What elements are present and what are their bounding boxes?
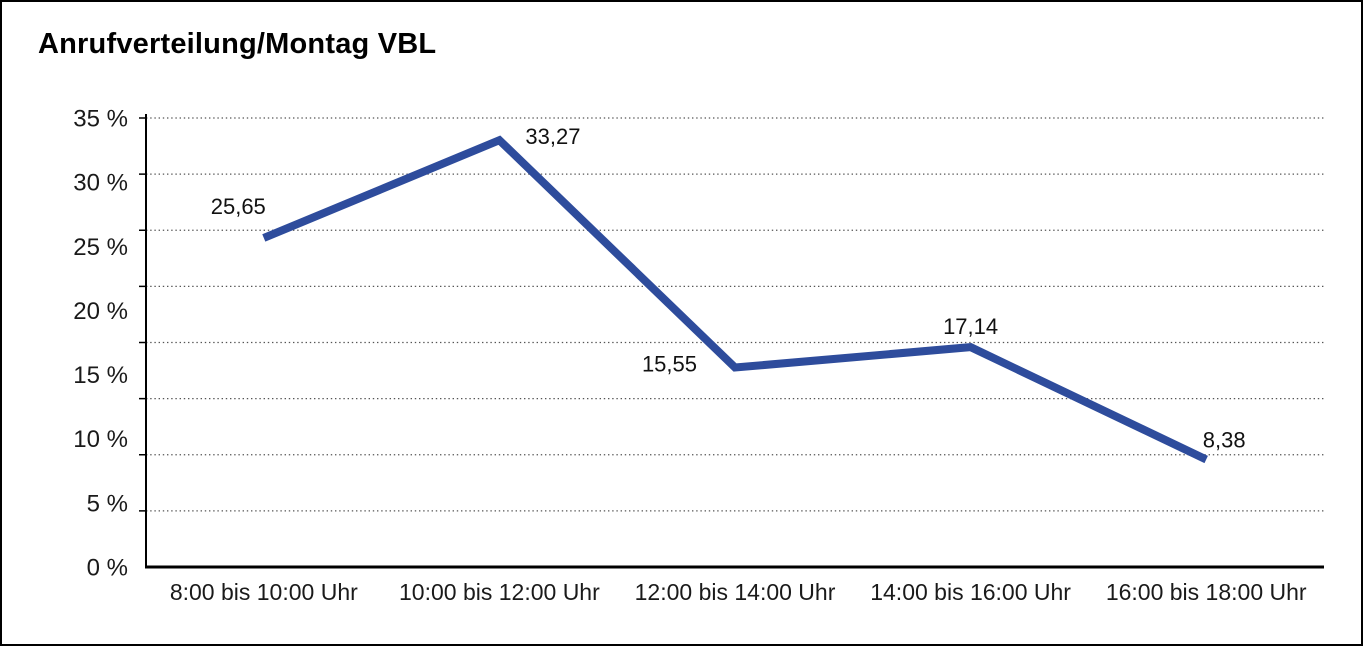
x-category-label: 16:00 bis 18:00 Uhr [1106, 579, 1307, 605]
data-point-label: 17,14 [943, 314, 998, 339]
data-point-label: 25,65 [211, 194, 266, 219]
data-line [262, 135, 1208, 464]
y-tick-label: 10 % [73, 426, 128, 453]
data-point-label: 8,38 [1203, 427, 1246, 452]
y-tick-label: 0 % [87, 555, 128, 582]
y-tick-label: 35 % [73, 106, 128, 133]
y-tick-label: 20 % [73, 298, 128, 325]
x-category-label: 12:00 bis 14:00 Uhr [635, 579, 836, 605]
data-point-label: 33,27 [525, 124, 580, 149]
chart-title: Anrufverteilung/Montag VBL [38, 28, 437, 60]
x-category-label: 14:00 bis 16:00 Uhr [870, 579, 1071, 605]
y-tick-label: 25 % [73, 234, 128, 261]
x-category-label: 8:00 bis 10:00 Uhr [170, 579, 358, 605]
x-category-label: 10:00 bis 12:00 Uhr [399, 579, 600, 605]
y-tick-label: 5 % [87, 490, 128, 517]
y-tick-label: 30 % [73, 170, 128, 197]
y-tick-label: 15 % [73, 362, 128, 389]
data-point-label: 15,55 [642, 352, 697, 377]
